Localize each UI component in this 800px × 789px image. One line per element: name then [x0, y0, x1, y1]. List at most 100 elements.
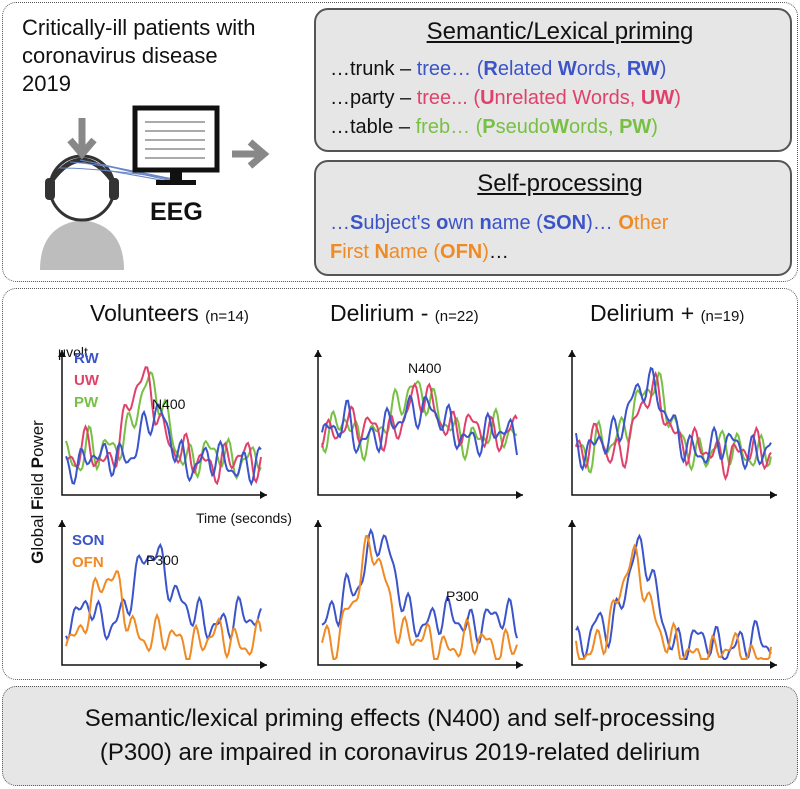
text: F [330, 241, 343, 263]
text: ubject's [363, 212, 437, 234]
text: n [479, 212, 492, 234]
legend-entry: OFN [72, 554, 104, 571]
axis [571, 350, 777, 496]
y-label: μvolt [58, 344, 88, 360]
self-line: First Name (OFN)… [330, 239, 509, 266]
text: ords, [569, 116, 620, 138]
text: PW [619, 116, 652, 138]
text: ield [28, 468, 47, 500]
text: wn [448, 212, 480, 234]
text: … [488, 241, 509, 263]
annotation: P300 [146, 552, 179, 568]
text: P [28, 457, 47, 469]
text: W [572, 87, 591, 109]
monitor-icon [132, 105, 220, 185]
legend-entry: PW [74, 394, 99, 411]
text: ords, [576, 58, 627, 80]
erp-plots [58, 350, 777, 669]
text: O [618, 212, 634, 234]
text: S [350, 212, 364, 234]
text: Delirium - [330, 300, 429, 326]
conclusion: Semantic/lexical priming effects (N400) … [10, 702, 790, 770]
text: o [436, 212, 449, 234]
eeg-trace [65, 570, 262, 660]
text: R [483, 58, 498, 80]
axis-title: Global Field Power [28, 392, 48, 592]
text: )… [586, 212, 619, 234]
annotation: P300 [446, 588, 479, 604]
eeg-trace [65, 542, 262, 642]
group-title: Volunteers (n=14) [90, 300, 249, 327]
eeg-trace [575, 543, 772, 661]
text: Delirium + [590, 300, 695, 326]
axis [571, 520, 777, 666]
text: ) [651, 116, 658, 138]
text: (P300) are impaired in coronavirus 2019-… [99, 739, 701, 766]
text: SON [542, 212, 587, 234]
text: G [28, 550, 47, 564]
text: P [482, 116, 496, 138]
text: freb… ( [415, 116, 483, 138]
text: ame ( [388, 241, 441, 263]
eeg-trace [575, 370, 772, 482]
legend-entry: UW [74, 372, 99, 389]
priming-line: …table – freb… (PseudoWords, PW) [330, 114, 658, 141]
legend-entry: RW [74, 350, 99, 367]
text: tree… ( [416, 58, 484, 80]
text: F [28, 499, 47, 510]
annotation: N400 [152, 396, 186, 412]
axis [317, 520, 523, 666]
eeg-trace [575, 366, 772, 472]
priming-line: …party – tree... (Unrelated Words, UW) [330, 85, 681, 112]
right-arrow [232, 139, 270, 169]
text: RW [626, 58, 660, 80]
text: ) [659, 58, 667, 80]
annotation: N400 [408, 360, 442, 376]
text: (n=22) [434, 308, 479, 325]
text: ther [633, 212, 669, 234]
eeg-trace [65, 370, 262, 480]
text: ower [28, 420, 47, 458]
group-title: Delirium - (n=22) [330, 300, 479, 327]
text: tree... ( [416, 87, 481, 109]
text: ame ( [491, 212, 543, 234]
self-line: …Subject's own name (SON)… Other [330, 210, 668, 237]
text: W [550, 116, 570, 138]
intro-title: Critically-ill patients with coronavirus… [22, 15, 256, 96]
text: … [330, 212, 350, 234]
box-title: Self-processing [477, 170, 643, 197]
x-label: Time (seconds) [196, 510, 292, 526]
legend-entry: SON [72, 532, 105, 549]
priming-line: …trunk – tree… (Related Words, RW) [330, 56, 666, 83]
text: OFN [440, 241, 483, 263]
self-box [314, 160, 792, 276]
text: ) [674, 87, 681, 109]
group-title: Delirium + (n=19) [590, 300, 744, 327]
axis [61, 350, 267, 496]
text: ords, [590, 87, 641, 109]
text: (n=14) [205, 308, 249, 325]
text: Semantic/lexical priming effects (N400) … [84, 705, 716, 732]
text: U [480, 87, 495, 109]
down-arrow [67, 118, 97, 160]
eeg-trace [321, 527, 518, 646]
text: nrelated [494, 87, 573, 109]
semantic-box [314, 8, 792, 152]
text: W [557, 58, 577, 80]
eeg-trace [65, 403, 262, 487]
text: …trunk – [330, 58, 417, 80]
text: N [374, 241, 389, 263]
eeg-trace [575, 533, 772, 660]
text: Volunteers [90, 300, 199, 326]
eeg-trace [321, 394, 518, 459]
text: ) [482, 241, 489, 263]
box-title: Semantic/Lexical priming [426, 18, 694, 45]
text: elated [497, 58, 558, 80]
text: …table – [330, 116, 416, 138]
eeg-trace [321, 382, 518, 454]
text: seudo [495, 116, 551, 138]
conclusion-box [2, 686, 798, 786]
eeg-label: EEG [150, 198, 203, 226]
